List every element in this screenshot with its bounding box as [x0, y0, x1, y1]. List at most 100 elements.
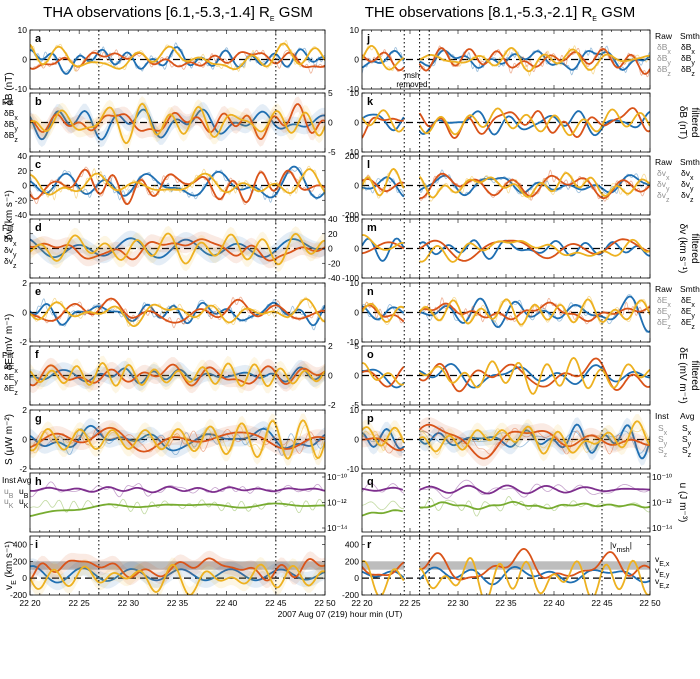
- legend-filt-header: Filt: [2, 350, 14, 360]
- confidence-band-x: [419, 417, 650, 466]
- series-line-y: [30, 103, 325, 140]
- series-line-y: [418, 423, 650, 460]
- y-tick-label: -10: [347, 464, 360, 474]
- panel-letter: q: [367, 476, 374, 488]
- panel-o: o -5 0 5: [351, 341, 651, 410]
- plot-area-e: [30, 296, 325, 331]
- y-tick-label: -20: [328, 258, 341, 268]
- panel-letter: r: [367, 539, 372, 551]
- y-tick-label: -10: [347, 147, 360, 157]
- panels: a-10010j-10010b-505k-10010c-40-2002040l-…: [10, 25, 673, 608]
- panel-c: c -40 -20 0 20 40: [15, 151, 326, 220]
- plot-area-a: [30, 39, 325, 75]
- legend-raw-header: Raw: [655, 157, 673, 167]
- u-b-avg-line: [419, 484, 650, 495]
- y-axis-label-right: δv (km s⁻¹): [677, 224, 688, 274]
- series-line-y: [30, 557, 325, 582]
- axis-labels: 2007 Aug 07 (219) hour min (UT) δB (nT) δv…: [4, 72, 700, 619]
- y-tick-label: -2: [19, 464, 27, 474]
- series-line-x: [30, 424, 325, 452]
- series-line-z: [362, 234, 404, 251]
- panel-letter: l: [367, 159, 370, 171]
- panel-g: g -2 0 2: [19, 405, 326, 474]
- series-line-y: [30, 426, 325, 453]
- panel-f: f -2 0 2: [29, 341, 336, 410]
- y-tick-label: 5: [328, 88, 333, 98]
- x-tick-label: 22 40: [543, 598, 565, 608]
- y-tick-label: -40: [15, 210, 28, 220]
- confidence-band-z: [30, 355, 325, 394]
- y-tick-label: 0: [354, 308, 359, 318]
- series-line-y: [419, 172, 650, 200]
- y-tick-label: 200: [345, 151, 359, 161]
- u-k-avg-line: [30, 502, 325, 517]
- series-line-y: [30, 297, 325, 324]
- plot-area-h: [30, 481, 325, 517]
- u-k-inst-line: [30, 498, 325, 515]
- x-tick-label: 22 50: [314, 598, 336, 608]
- y-axis-label-left: δv (km s⁻¹): [4, 190, 15, 240]
- u-b-inst-line: [30, 481, 325, 498]
- x-axis-label: 2007 Aug 07 (219) hour min (UT): [278, 609, 403, 619]
- panel-b: b -5 0 5: [29, 88, 336, 157]
- legend-u-inst: uK: [4, 496, 14, 510]
- panel-letter: m: [367, 222, 377, 234]
- panel-k: k -10 0 10: [347, 88, 651, 157]
- y-axis-label-right: δB (nT): [677, 106, 688, 139]
- y-tick-label: 0: [22, 308, 27, 318]
- y-tick-label: 400: [345, 539, 359, 549]
- u-k-avg-line: [419, 500, 650, 511]
- panel-letter: o: [367, 349, 374, 361]
- plot-area-c: [30, 165, 325, 206]
- plot-area-g: [30, 413, 325, 466]
- y-tick-label: -5: [351, 400, 359, 410]
- y-tick-label: 0: [354, 435, 359, 445]
- panel-a: a -10 0 10: [15, 25, 326, 94]
- u-b-avg-line: [362, 486, 404, 492]
- y-axis-label-left: δB (nT): [4, 72, 15, 105]
- y-tick-label: 10⁻¹²: [652, 498, 672, 508]
- title-right: THE observations [8.1,-5.3,-2.1] RE GSM: [365, 4, 636, 23]
- series-line-z: [30, 563, 325, 595]
- msh-removed-label: removed: [396, 80, 427, 89]
- series-line-y: [419, 301, 650, 323]
- series-line-x: [362, 176, 405, 198]
- legend-u-avg: uB: [19, 486, 29, 500]
- panel-letter: j: [366, 33, 370, 45]
- legend-inst-header: Inst: [655, 411, 669, 421]
- series-line-x: [362, 428, 405, 450]
- title-left: THA observations [6.1,-5.3,-1.4] RE GSM: [43, 4, 313, 23]
- plot-area-d: [30, 225, 325, 272]
- y-tick-label: 10: [350, 405, 360, 415]
- u-b-inst-line: [419, 479, 650, 499]
- series-line-z: [30, 419, 325, 460]
- panel-h: h 10⁻¹⁰ 10⁻¹² 10⁻¹⁴: [29, 472, 348, 533]
- plot-area-j: [362, 44, 650, 78]
- y-tick-label: -200: [342, 210, 359, 220]
- y-axis-label-left: δE (mV m⁻¹): [4, 314, 15, 370]
- y-tick-label: 10: [350, 278, 360, 288]
- plot-area-q: [362, 479, 650, 517]
- y-tick-label: 0: [354, 573, 359, 583]
- series-line-x: [362, 113, 405, 132]
- series-line-x: [30, 165, 325, 199]
- plot-area-m: [362, 234, 650, 263]
- series-line-z: [30, 168, 325, 196]
- legend-smth-header: Smth: [680, 284, 700, 294]
- series-line-z: [30, 232, 325, 266]
- y-tick-label: 20: [18, 166, 28, 176]
- panel-j: j -10 0 10: [347, 25, 651, 94]
- series-line-x: [419, 295, 650, 333]
- series-line-z: [362, 302, 405, 323]
- panel-frame: [29, 472, 326, 533]
- plot-area-f: [30, 355, 325, 394]
- x-tick-label: 22 30: [447, 598, 469, 608]
- y-tick-label: -100: [342, 273, 359, 283]
- y-tick-label: 0: [354, 118, 359, 128]
- y-tick-label: 10: [350, 88, 360, 98]
- panel-letter: f: [35, 349, 39, 361]
- panel-frame: [361, 472, 651, 533]
- x-tick-label: 22 30: [118, 598, 140, 608]
- legend-raw-header: Raw: [655, 284, 673, 294]
- panel-letter: i: [35, 539, 38, 551]
